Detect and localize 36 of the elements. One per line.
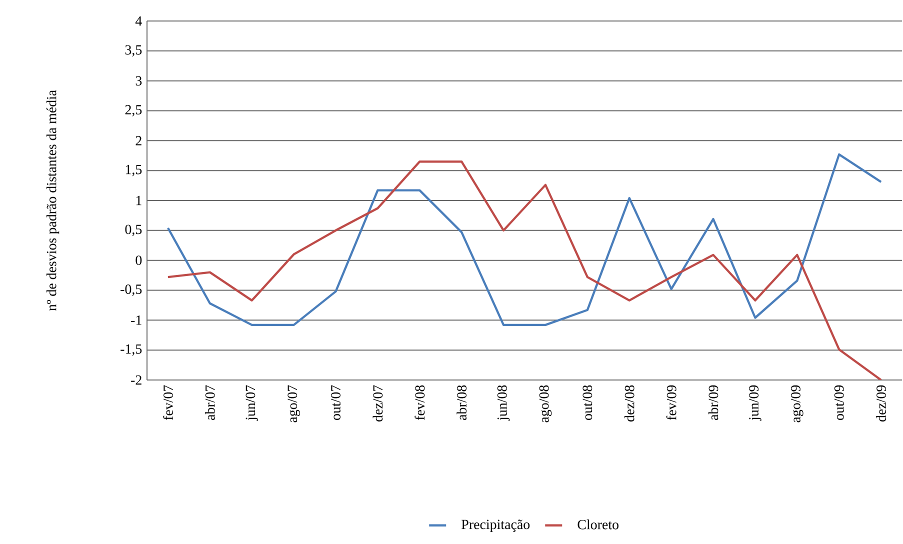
y-tick-label: 2 [136,136,142,146]
y-tick-label: 1 [136,196,142,206]
x-tick-label: ago/08 [539,385,552,422]
x-tick-label: abr/07 [205,385,215,420]
y-tick-label: -0,5 [120,284,142,296]
x-tick-label: dez/08 [624,385,634,422]
x-tick-label: fev/07 [162,385,173,420]
x-tick-label: abr/09 [708,385,718,420]
y-tick-label: -2 [131,375,142,385]
x-tick-label: ago/09 [791,385,804,422]
x-tick-label: jun/08 [497,385,510,421]
y-tick-label: 4 [135,16,142,26]
x-tick-label: fev/09 [666,385,676,420]
x-tick-label: dez/09 [876,385,886,422]
legend-label: Cloreto [578,519,618,530]
x-tick-label: dez/07 [372,385,383,422]
y-tick-label: -1 [131,316,142,325]
x-tick-label: ago/07 [288,385,300,422]
x-tick-label: out/08 [582,385,592,420]
line-series [166,153,882,326]
legend-label: Precipitação [462,520,530,532]
y-axis-title: nº de desvios padrão distantes da média [46,90,60,311]
x-tick-label: jun/09 [749,385,762,421]
line-series [166,160,882,380]
y-tick-label: 0,5 [125,224,142,236]
y-tick-label: -1,5 [120,344,142,356]
y-tick-label: 2,5 [125,105,142,116]
x-tick-label: out/09 [834,385,844,420]
x-tick-label: abr/08 [456,385,466,420]
y-tick-label: 0 [136,256,142,266]
x-tick-label: fev/08 [414,385,425,420]
y-tick-label: 3,5 [125,45,142,57]
y-tick-label: 1,5 [126,164,142,176]
x-tick-label: out/07 [331,385,340,420]
x-tick-label: jun/07 [246,385,258,421]
y-tick-label: 3 [136,76,142,86]
